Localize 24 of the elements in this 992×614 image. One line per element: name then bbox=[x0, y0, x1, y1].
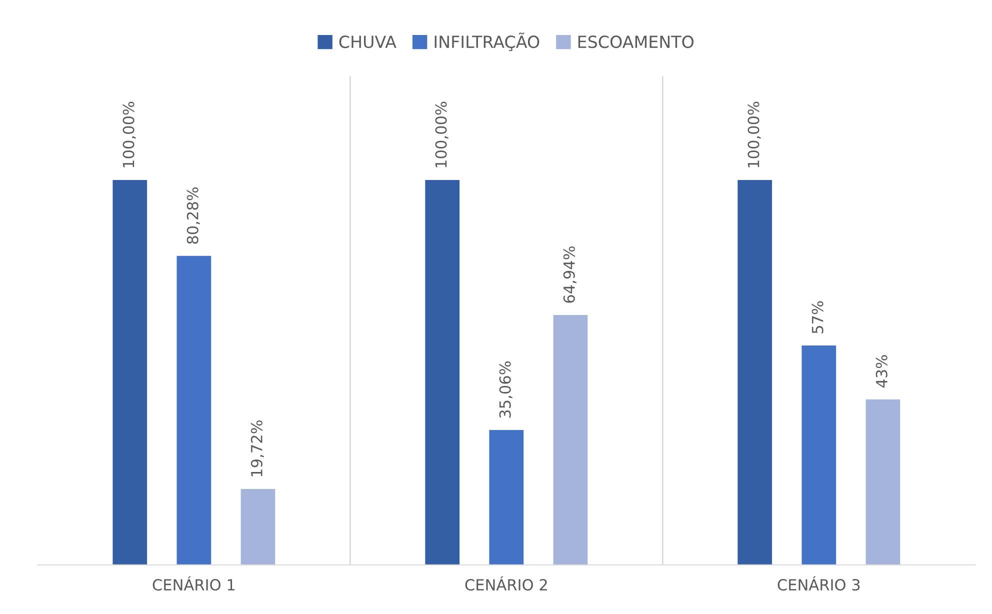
data-label: 43% bbox=[876, 355, 888, 388]
bar bbox=[112, 180, 148, 565]
data-label: 19,72% bbox=[250, 420, 264, 476]
data-label: 80,28% bbox=[186, 187, 200, 244]
bar bbox=[738, 180, 772, 565]
data-label: 57% bbox=[812, 301, 824, 334]
bar bbox=[866, 399, 900, 565]
x-tick-label: CENÁRIO 1 bbox=[152, 576, 234, 591]
data-label: 100,00% bbox=[748, 102, 761, 168]
bar bbox=[425, 180, 460, 565]
legend-label: CHUVA bbox=[339, 36, 396, 48]
x-tick-label: CENÁRIO 3 bbox=[778, 576, 860, 591]
data-label: 100,00% bbox=[122, 102, 136, 168]
legend-label: INFILTRAÇÃO bbox=[434, 32, 540, 52]
data-label: 64,94% bbox=[563, 246, 576, 303]
bar bbox=[240, 488, 276, 565]
bar bbox=[553, 314, 588, 565]
data-label: 100,00% bbox=[435, 102, 448, 168]
bar bbox=[802, 346, 836, 565]
x-tick-label: CENÁRIO 2 bbox=[465, 576, 547, 591]
bar bbox=[176, 256, 212, 565]
bar bbox=[489, 430, 524, 565]
legend-label: ESCOAMENTO bbox=[578, 36, 694, 48]
data-label: 35,06% bbox=[499, 361, 512, 418]
